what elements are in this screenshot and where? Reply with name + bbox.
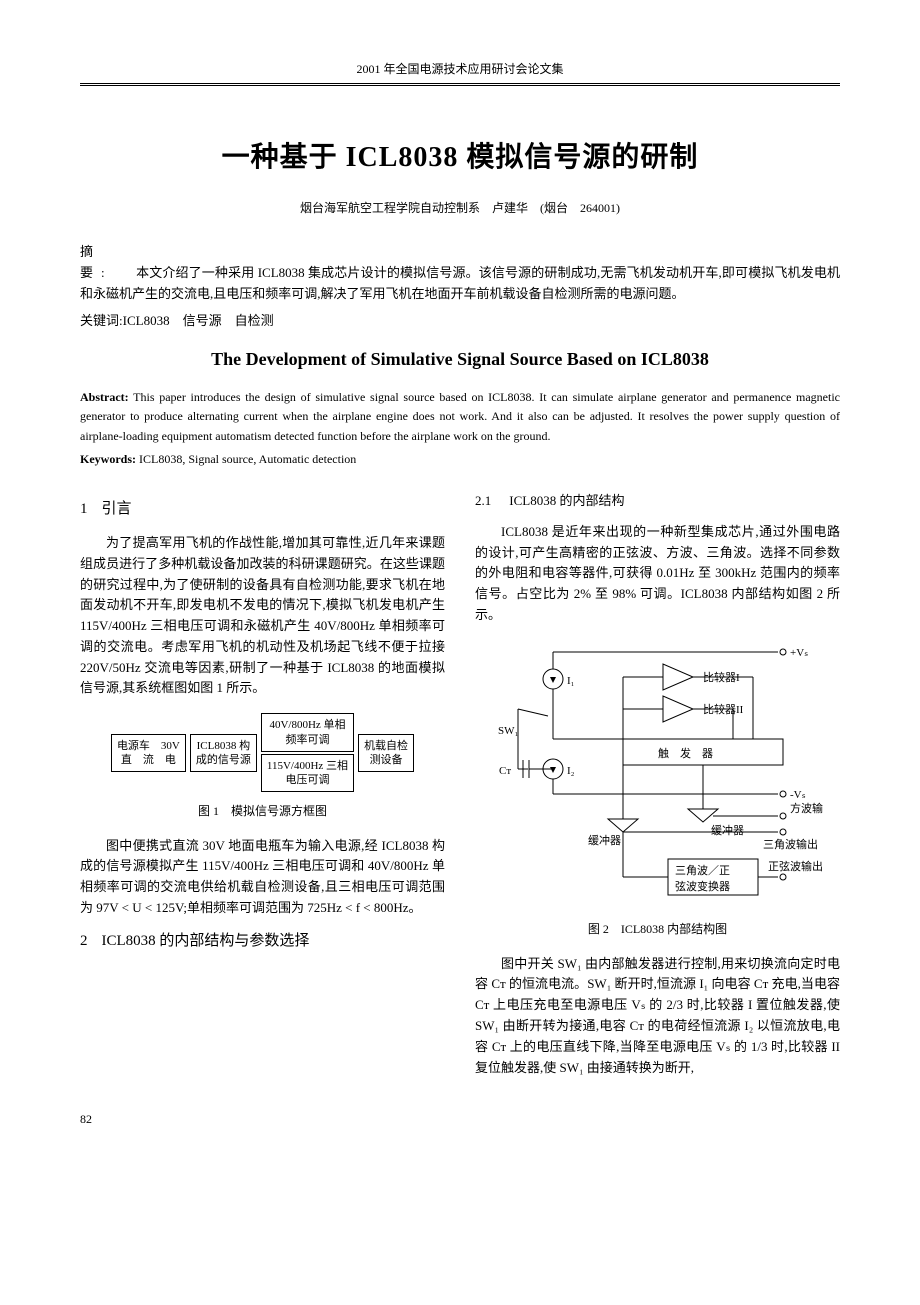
fig1-box3a-l2: 频率可调 [267,733,348,747]
fig1-box-40v: 40V/800Hz 单相 频率可调 [261,713,354,752]
keywords-en-text: ICL8038, Signal source, Automatic detect… [139,452,356,466]
abstract-chinese: 摘 要:本文介绍了一种采用 ICL8038 集成芯片设计的模拟信号源。该信号源的… [80,242,840,304]
fig2-caption-num: 图 2 [588,922,609,936]
fig2-sw1: SW₁ [498,725,519,737]
section-2-num: 2 [80,929,88,953]
abstract-cn-lead: 摘 要: [80,242,136,284]
fig2-trisine-l2: 弦波变换器 [675,879,730,893]
section-2-1-para-1: ICL8038 是近年来出现的一种新型集成芯片,通过外围电路的设计,可产生高精密… [475,522,840,626]
fig2-vs-minus: -Vₛ [790,789,806,801]
fig1-box4-l2: 测设备 [364,753,408,767]
fig2-ct: Cᴛ [499,765,511,777]
fig1-box-power: 电源车 30V 直 流 电 [111,734,186,773]
fig1-box3b-l2: 电压可调 [267,773,348,787]
section-2-1-heading: 2.1 ICL8038 的内部结构 [475,491,840,512]
fig1-caption-num: 图 1 [198,804,219,818]
fig1-box-load: 机载自检 测设备 [358,734,414,773]
section-1-num: 1 [80,497,88,521]
abstract-en-lead: Abstract: [80,390,129,404]
section-2-1-title: ICL8038 的内部结构 [509,493,624,508]
fig1-mid-stack: 40V/800Hz 单相 频率可调 115V/400Hz 三相 电压可调 [261,713,354,792]
section-1-heading: 1 引言 [80,497,445,521]
two-column-body: 1 引言 为了提高军用飞机的作战性能,增加其可靠性,近几年来课题组成员进行了多种机… [80,487,840,1081]
fig2-i2: I₂ [567,765,575,777]
keywords-cn-text: ICL8038 信号源 自检测 [123,313,274,328]
figure-2-caption: 图 2 ICL8038 内部结构图 [475,920,840,939]
figure-1: 电源车 30V 直 流 电 ICL8038 构 成的信号源 40V/800Hz … [80,713,445,792]
fig1-box3a-l1: 40V/800Hz 单相 [267,718,348,732]
title-chinese: 一种基于 ICL8038 模拟信号源的研制 [80,136,840,181]
fig2-tri-out: 三角波输出 [763,837,818,851]
fig1-box2-l1: ICL8038 构 [196,739,251,753]
title-english: The Development of Simulative Signal Sou… [80,345,840,374]
fig2-buf1: 缓冲器 [711,823,744,837]
fig2-i1: I₁ [567,675,575,687]
figure-2: +Vₛ I₁ 比较器I 比较器II SW₁ [475,634,840,911]
fig2-caption-text: ICL8038 内部结构图 [621,922,727,936]
figure-1-caption: 图 1 模拟信号源方框图 [80,802,445,821]
section-1-para-1: 为了提高军用飞机的作战性能,增加其可靠性,近几年来课题组成员进行了多种机载设备加… [80,533,445,699]
fig2-sine-out: 正弦波输出 [768,859,823,873]
keywords-chinese: 关键词:ICL8038 信号源 自检测 [80,311,840,332]
fig2-trigger: 触 发 器 [658,746,713,760]
right-column: 2.1 ICL8038 的内部结构 ICL8038 是近年来出现的一种新型集成芯片… [475,487,840,1081]
section-1-title: 引言 [102,501,132,517]
fig1-box3b-l1: 115V/400Hz 三相 [267,759,348,773]
fig1-box-115v: 115V/400Hz 三相 电压可调 [261,754,354,793]
abstract-cn-text: 本文介绍了一种采用 ICL8038 集成芯片设计的模拟信号源。该信号源的研制成功… [80,265,840,301]
fig1-box1-l2: 直 流 电 [117,753,180,767]
fig2-sq-out: 方波输出 [790,801,823,815]
fig1-box-icl: ICL8038 构 成的信号源 [190,734,257,773]
page-number: 82 [80,1110,840,1129]
keywords-english: Keywords: ICL8038, Signal source, Automa… [80,450,840,469]
section-2-heading: 2 ICL8038 的内部结构与参数选择 [80,929,445,953]
section-2-1-para-2: 图中开关 SW₁ 由内部触发器进行控制,用来切换流向定时电容 Cᴛ 的恒流电流。… [475,954,840,1079]
fig1-caption-text: 模拟信号源方框图 [231,804,327,818]
abstract-en-text: This paper introduces the design of simu… [80,390,840,442]
fig1-box2-l2: 成的信号源 [196,753,251,767]
section-2-1-num: 2.1 [475,491,491,512]
fig2-trisine-l1: 三角波／正 [675,864,730,877]
header-text: 2001 年全国电源技术应用研讨会论文集 [80,60,840,86]
keywords-en-lead: Keywords: [80,452,136,466]
fig2-buf2: 缓冲器 [588,833,621,847]
section-1-para-2: 图中便携式直流 30V 地面电瓶车为输入电源,经 ICL8038 构成的信号源模… [80,836,445,919]
section-2-title: ICL8038 的内部结构与参数选择 [102,933,310,949]
keywords-cn-lead: 关键词: [80,313,123,328]
fig2-vs-plus: +Vₛ [790,647,808,659]
left-column: 1 引言 为了提高军用飞机的作战性能,增加其可靠性,近几年来课题组成员进行了多种机… [80,487,445,1081]
fig1-box1-l1: 电源车 30V [117,739,180,753]
author-affiliation: 烟台海军航空工程学院自动控制系 卢建华 (烟台 264001) [80,199,840,218]
abstract-english: Abstract: This paper introduces the desi… [80,388,840,446]
fig1-box4-l1: 机载自检 [364,739,408,753]
